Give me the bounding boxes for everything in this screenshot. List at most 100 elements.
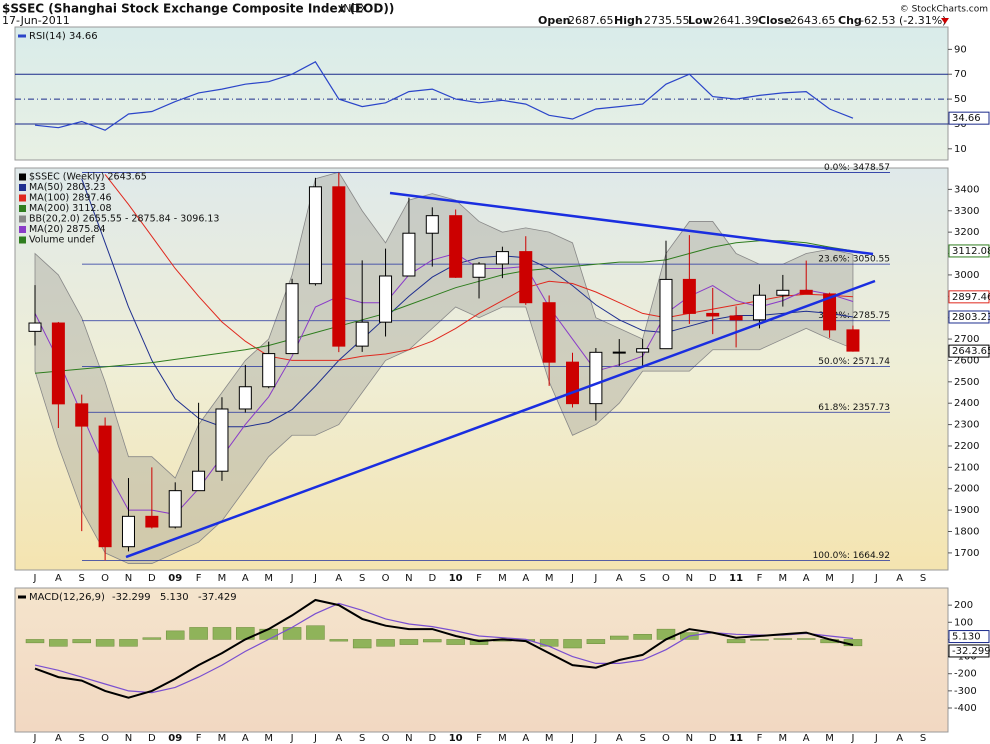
value-tag-label: 2643.65 xyxy=(952,346,990,357)
candle-body xyxy=(449,215,463,278)
x-tick-label: D xyxy=(428,573,436,584)
x-tick-label: 10 xyxy=(449,573,463,584)
high-value: 2735.55 xyxy=(644,14,690,27)
legend-value: -32.299 xyxy=(112,592,151,603)
value-tag xyxy=(948,310,990,324)
x-tick-label: A xyxy=(335,733,342,744)
candle-body xyxy=(659,278,673,350)
candle-body xyxy=(238,386,252,410)
y-tick-label: 2400 xyxy=(954,398,979,409)
x-tick-label: N xyxy=(125,733,132,744)
x-tick-label: D xyxy=(709,573,717,584)
open-value: 2687.65 xyxy=(568,14,614,27)
candle-body xyxy=(823,293,837,331)
candle-body xyxy=(332,186,346,347)
candle-body xyxy=(192,470,206,492)
y-tick-label: 1700 xyxy=(954,548,979,559)
x-tick-label: 10 xyxy=(449,733,463,744)
candle-body xyxy=(729,315,743,321)
x-tick-label: 09 xyxy=(168,573,182,584)
value-tag xyxy=(948,111,990,125)
y-tick-label: 2100 xyxy=(954,462,979,473)
x-tick-label: S xyxy=(359,733,365,744)
x-tick-label: N xyxy=(686,733,693,744)
x-tick-label: J xyxy=(313,573,317,584)
close-value: 2643.65 xyxy=(790,14,836,27)
histogram-bar xyxy=(610,635,629,640)
x-tick-label: S xyxy=(920,573,926,584)
y-tick-label: 3200 xyxy=(954,227,979,238)
x-tick-label: A xyxy=(522,733,529,744)
candle-body xyxy=(51,322,65,405)
x-tick-label: J xyxy=(570,733,574,744)
fib-label: 23.6%: 3050.55 xyxy=(818,255,890,265)
x-tick-label: J xyxy=(33,573,37,584)
x-tick-label: N xyxy=(405,733,412,744)
x-tick-label: A xyxy=(242,733,249,744)
y-tick-label: 10 xyxy=(954,144,967,155)
x-tick-label: F xyxy=(196,573,202,584)
moving-average xyxy=(34,240,854,374)
x-tick-label: M xyxy=(545,573,554,584)
candle-body xyxy=(28,322,42,332)
legend-value: 5.130 xyxy=(160,592,189,603)
x-tick-label: O xyxy=(662,733,670,744)
y-tick-label: 100 xyxy=(954,617,973,628)
x-tick-label: O xyxy=(382,733,390,744)
value-tag-label: 5.130 xyxy=(952,632,981,643)
candle-body xyxy=(542,302,556,363)
x-tick-label: J xyxy=(874,573,878,584)
legend-swatch xyxy=(19,236,26,244)
x-tick-label: M xyxy=(498,573,507,584)
x-tick-label: J xyxy=(593,733,597,744)
legend-label: MA(20) 2875.84 xyxy=(29,224,106,235)
low-label: Low xyxy=(688,14,713,27)
value-tag-label: 3112.08 xyxy=(952,246,990,257)
histogram-bar xyxy=(376,639,395,647)
value-tag xyxy=(948,644,990,658)
x-tick-label: 11 xyxy=(729,573,743,584)
histogram-bar xyxy=(142,637,162,640)
histogram-bar xyxy=(773,638,793,640)
histogram-bar xyxy=(586,639,606,644)
x-tick-label: 09 xyxy=(168,733,182,744)
chg-label: Chg xyxy=(838,14,862,27)
candle-body xyxy=(776,289,790,296)
x-tick-label: F xyxy=(196,733,202,744)
x-tick-label: S xyxy=(359,573,365,584)
x-tick-label: J xyxy=(33,733,37,744)
y-tick-label: 1800 xyxy=(954,527,979,538)
macd-line xyxy=(34,598,854,699)
x-tick-label: J xyxy=(850,573,854,584)
x-tick-label: O xyxy=(101,733,109,744)
trendline xyxy=(389,191,874,256)
x-tick-label: N xyxy=(405,573,412,584)
candle-body xyxy=(706,312,720,317)
x-tick-label: D xyxy=(428,733,436,744)
legend-label: Volume undef xyxy=(29,235,95,246)
y-tick-label: 2500 xyxy=(954,377,979,388)
x-tick-label: M xyxy=(218,573,227,584)
fib-label: 61.8%: 2357.73 xyxy=(818,403,890,413)
legend-label: MA(100) 2897.46 xyxy=(29,193,112,204)
y-tick-label: -300 xyxy=(954,686,977,697)
x-tick-label: M xyxy=(825,573,834,584)
close-label: Close xyxy=(758,14,791,27)
histogram-bar xyxy=(306,625,325,640)
x-tick-label: J xyxy=(570,573,574,584)
x-tick-label: M xyxy=(498,733,507,744)
x-tick-label: M xyxy=(779,573,788,584)
histogram-bar xyxy=(352,639,372,649)
x-tick-label: A xyxy=(522,573,529,584)
y-tick-label: 1900 xyxy=(954,505,979,516)
x-tick-label: A xyxy=(616,573,623,584)
rsi-panel xyxy=(14,26,949,161)
x-tick-label: A xyxy=(803,573,810,584)
histogram-bar xyxy=(119,639,138,647)
candle-body xyxy=(308,186,322,285)
x-tick-label: F xyxy=(757,733,763,744)
x-tick-label: O xyxy=(382,573,390,584)
candle-body xyxy=(636,348,650,353)
histogram-bar xyxy=(95,639,115,647)
